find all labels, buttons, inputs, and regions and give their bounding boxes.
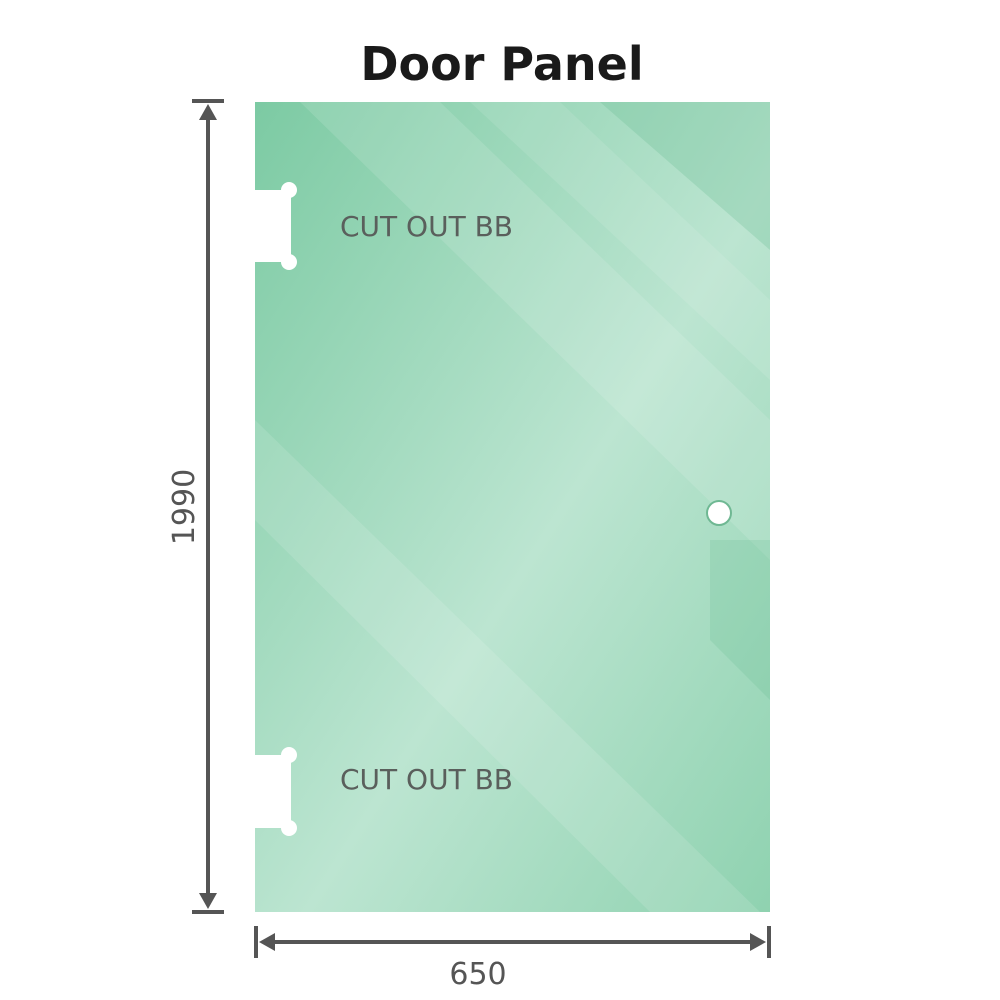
title: Door Panel bbox=[360, 37, 643, 91]
cutout-top bbox=[255, 182, 297, 270]
handle-hole bbox=[706, 500, 732, 526]
cutout-label-top: CUT OUT BB bbox=[340, 210, 513, 243]
width-dimension-line bbox=[254, 926, 771, 958]
height-label: 1990 bbox=[167, 469, 202, 545]
cutout-label-bottom: CUT OUT BB bbox=[340, 763, 513, 796]
height-dimension-line bbox=[192, 99, 224, 914]
cutout-bottom bbox=[255, 747, 297, 836]
width-label: 650 bbox=[449, 957, 506, 992]
glass-panel bbox=[255, 102, 770, 912]
